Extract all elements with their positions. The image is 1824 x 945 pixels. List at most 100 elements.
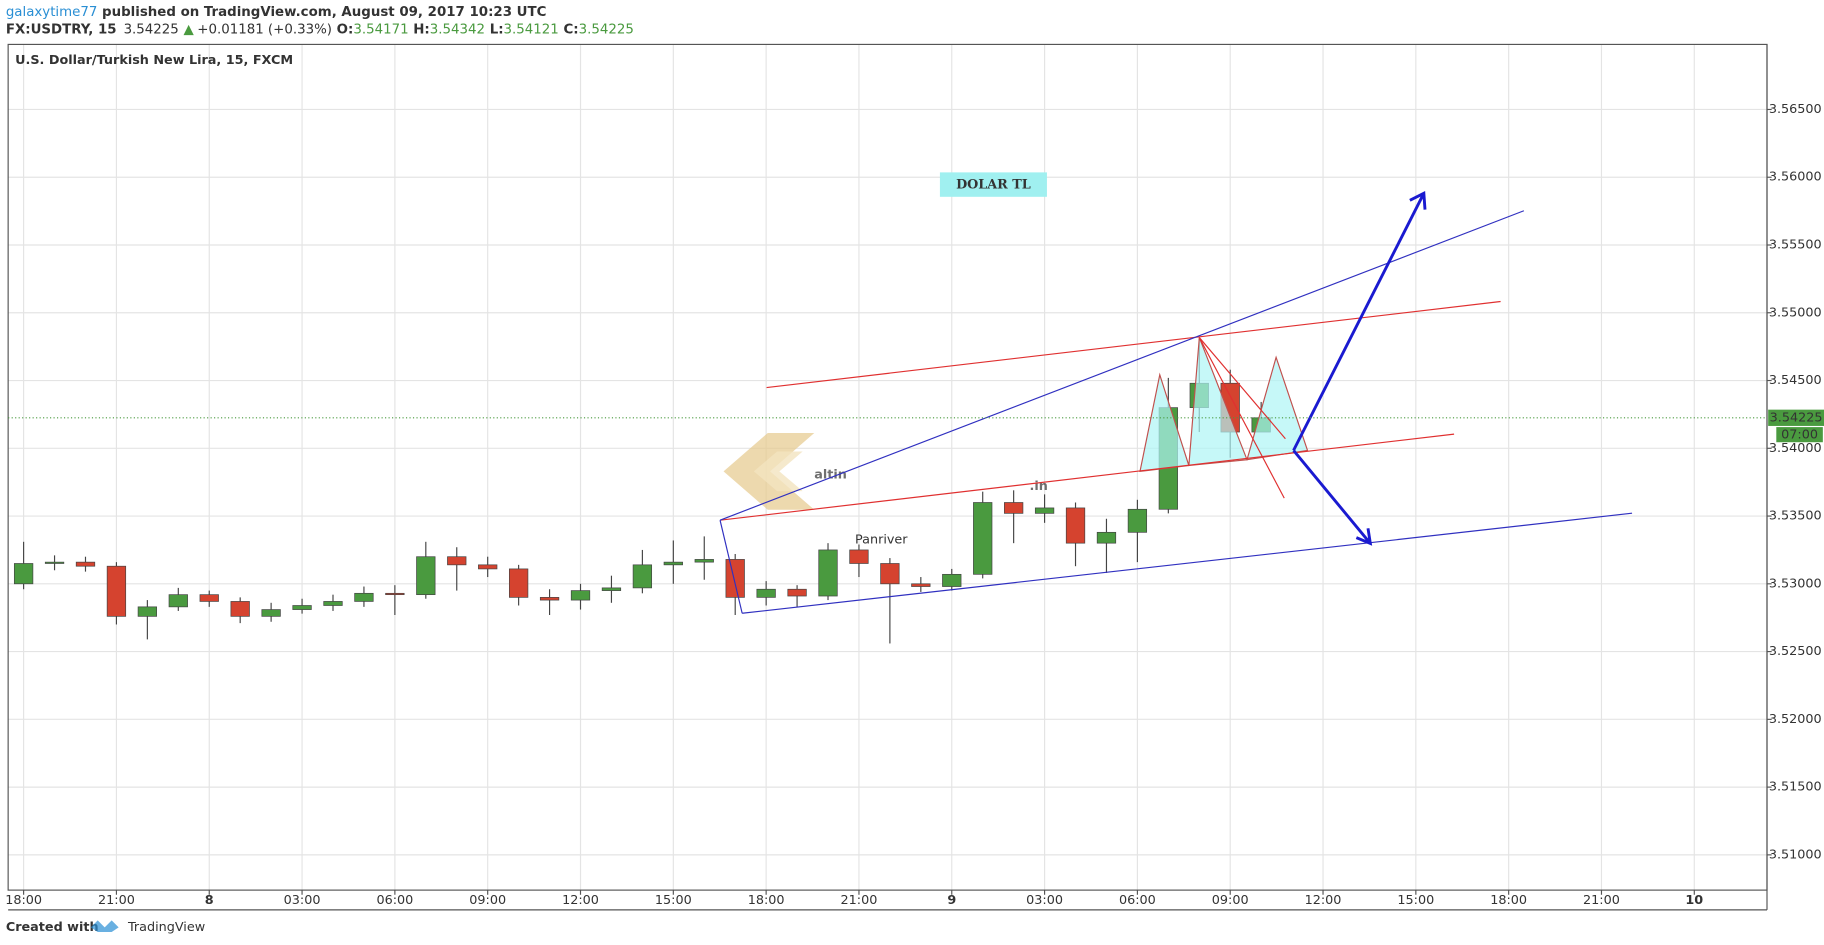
trend-line [766,300,1501,389]
x-tick-label: 18:00 [748,893,785,908]
candle-body [106,565,127,617]
candle-body [292,605,312,610]
chart-title: U.S. Dollar/Turkish New Lira, 15, FXCM [15,53,293,68]
trend-line [719,520,743,614]
pattern-shape [1188,337,1248,467]
quote-line: FX:USDTRY, 15 3.54225 ▲ +0.01181 (+0.33%) O:… [6,22,634,37]
candle-body [911,583,931,587]
trend-line [1198,337,1285,499]
annotation: DOLAR TL [956,178,1031,193]
y-tick-label: 3.53500 [1769,509,1822,524]
candle-body [570,590,591,601]
candle-body [973,502,993,575]
x-tick-label: 18:00 [5,893,42,908]
h-value: 3.54342 [430,22,485,37]
candle-body [539,597,560,601]
candle-body [323,601,343,606]
last: 3.54225 [124,22,179,37]
watermark-suffix: .in [1029,479,1047,494]
candle-body [168,594,188,608]
l-value: 3.54121 [504,22,559,37]
x-tick-label: 03:00 [284,893,321,908]
watermark-text: altin [814,467,847,482]
c-value: 3.54225 [579,22,634,37]
header-line: galaxytime77 published on TradingView.com… [6,5,547,20]
watermark: altin .in Panriver [723,432,1048,547]
candle-body [880,563,900,585]
x-tick-label: 9 [947,893,956,908]
watermark-logo [753,451,803,492]
candle-body [261,609,281,617]
candle-body [137,606,157,617]
o-label: O: [337,22,354,37]
published: published on TradingView.com, August 09,… [102,5,546,20]
candle-body [416,556,436,596]
c-label: C: [563,22,578,37]
candle-body [1034,507,1055,514]
last-price-label: 3.54225 [1770,410,1823,425]
candle-body [694,559,714,563]
grid [8,44,1767,891]
candle-body [508,568,529,598]
trend-line [742,512,1633,614]
candle-body [385,592,405,596]
x-tick-label: 03:00 [1026,893,1063,908]
drawings: DOLAR TL [719,172,1633,614]
arrow [1292,449,1373,546]
candle-body [725,559,745,598]
x-tick-label: 8 [205,893,214,908]
x-tick-label: 12:00 [562,893,599,908]
o-value: 3.54171 [353,22,408,37]
candle-body [1065,507,1086,544]
y-tick-label: 3.56500 [1769,102,1822,117]
y-tick-label: 3.52500 [1769,644,1822,659]
candle-body [447,556,467,566]
candle-body [13,563,34,585]
candle-body [75,561,96,567]
symbol: FX:USDTRY, 15 [6,22,117,37]
x-tick-label: 10 [1685,893,1703,908]
y-tick-label: 3.56000 [1769,170,1822,185]
y-tick-label: 3.51000 [1769,847,1822,862]
x-tick-label: 21:00 [1583,893,1620,908]
candle-body [849,549,869,564]
change: +0.01181 (+0.33%) [197,22,332,37]
candle-body [818,549,838,597]
x-tick-label: 12:00 [1305,893,1342,908]
author[interactable]: galaxytime77 [6,5,98,20]
y-tick-label: 3.55000 [1769,305,1822,320]
l-label: L: [490,22,504,37]
y-tick-label: 3.52000 [1769,712,1822,727]
countdown-box [1776,427,1823,443]
arrow [1292,191,1427,452]
x-tick-label: 15:00 [655,893,692,908]
candle-body [44,561,65,564]
candle-body [354,592,374,602]
x-tick-label: 09:00 [469,893,506,908]
y-tick-label: 3.54500 [1769,373,1822,388]
annotation-box [939,172,1047,197]
footer-brand[interactable]: TradingView [127,920,205,935]
footer-logo [90,920,119,932]
x-tick-label: 21:00 [841,893,878,908]
candle-body [663,561,683,566]
candle-body [1096,531,1117,544]
candle-body [756,588,776,598]
x-tick-label: 09:00 [1212,893,1249,908]
x-tick-label: 06:00 [1119,893,1156,908]
candles [13,338,1271,644]
candle-body [1127,508,1148,533]
x-tick-label: 18:00 [1490,893,1527,908]
y-tick-label: 3.54000 [1769,441,1822,456]
x-tick-label: 06:00 [376,893,413,908]
x-tick-label: 21:00 [98,893,135,908]
y-tick-label: 3.51500 [1769,780,1822,795]
candle-body [478,564,498,570]
candle-body [230,601,250,617]
trend-line [1198,337,1286,440]
countdown-label: 07:00 [1781,428,1818,443]
h-label: H: [413,22,430,37]
y-tick-label: 3.53000 [1769,576,1822,591]
